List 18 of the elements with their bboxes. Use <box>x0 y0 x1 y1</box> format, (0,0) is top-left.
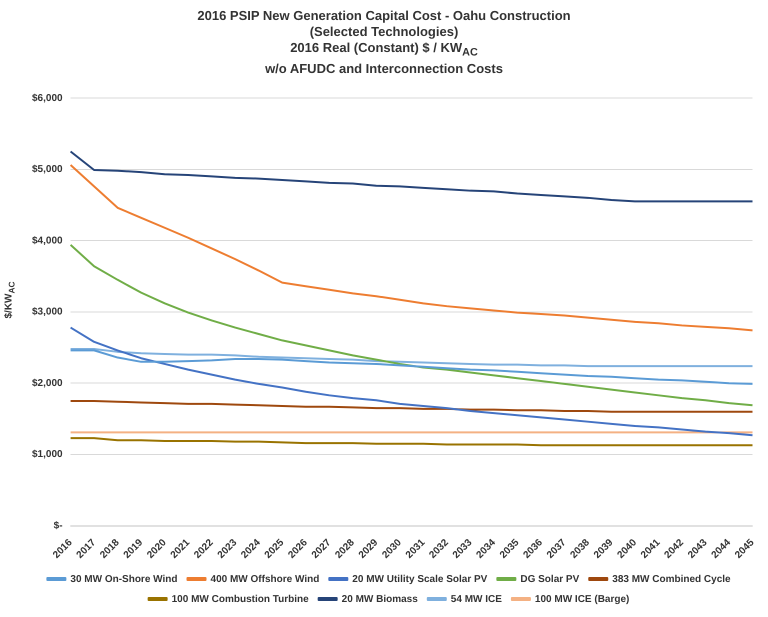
chart-title: 2016 PSIP New Generation Capital Cost - Oahu Construction <box>196 8 572 24</box>
y-tick-label: $4,000 <box>32 235 64 246</box>
y-tick-label: $1,000 <box>32 449 64 460</box>
legend-label: 20 MW Biomass <box>342 594 418 605</box>
legend-label: 383 MW Combined Cycle <box>612 574 732 585</box>
y-tick-label: $5,000 <box>32 164 64 176</box>
chart-subtitle: (Selected Technologies) 2016 Real (Constant) $ / KW$_{AC}$ w/o AFUDC and Interconnection Costs <box>264 24 504 77</box>
y-tick-label: $6,000 <box>32 92 64 104</box>
legend-label: 20 MW Utility Scale Solar PV <box>352 574 488 585</box>
legend-label: 400 MW Offshore Wind <box>210 574 320 585</box>
y-tick-label: $2,000 <box>32 378 64 389</box>
legend-label: 100 MW Combustion Turbine <box>172 594 310 605</box>
y-tick-label: $- <box>54 520 63 532</box>
legend-label: 100 MW ICE (Barge) <box>534 594 630 605</box>
legend-label: DG Solar PV <box>520 574 580 585</box>
y-tick-label: $3,000 <box>32 306 64 318</box>
legend-label: 30 MW On-Shore Wind <box>70 574 178 585</box>
legend-label: 54 MW ICE <box>450 594 502 605</box>
